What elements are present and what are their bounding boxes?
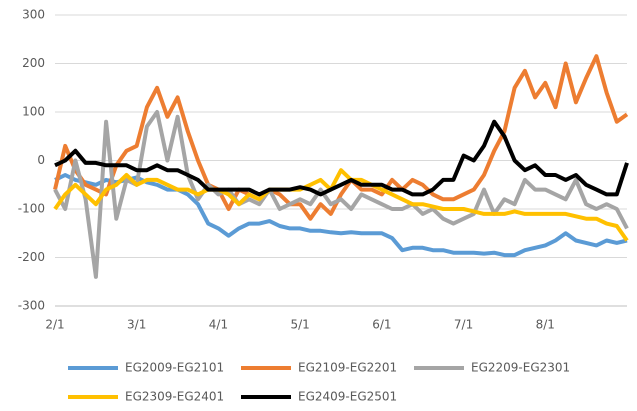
y-tick-label: -100 <box>18 202 45 216</box>
y-tick-label: 100 <box>22 105 45 119</box>
legend-label: EG2209-EG2301 <box>471 361 570 375</box>
legend-label: EG2409-EG2501 <box>298 390 397 404</box>
y-tick-label: 0 <box>37 153 45 167</box>
x-tick-label: 6/1 <box>372 318 391 332</box>
x-tick-label: 4/1 <box>209 318 228 332</box>
series-line <box>54 173 628 258</box>
x-tick-label: 8/1 <box>536 318 555 332</box>
y-tick-label: -200 <box>18 250 45 264</box>
y-tick-label: 200 <box>22 56 45 70</box>
y-tick-label: 300 <box>22 8 45 22</box>
x-tick-label: 3/1 <box>127 318 146 332</box>
series-line <box>54 119 629 197</box>
series-line <box>53 54 629 221</box>
y-tick-label: -300 <box>18 299 45 313</box>
legend-label: EG2309-EG2401 <box>125 390 224 404</box>
series-line <box>53 168 629 242</box>
x-tick-label: 7/1 <box>454 318 473 332</box>
series-line <box>53 110 629 279</box>
x-tick-label: 5/1 <box>290 318 309 332</box>
x-tick-label: 2/1 <box>45 318 64 332</box>
legend-label: EG2009-EG2101 <box>125 361 224 375</box>
legend-label: EG2109-EG2201 <box>298 361 397 375</box>
